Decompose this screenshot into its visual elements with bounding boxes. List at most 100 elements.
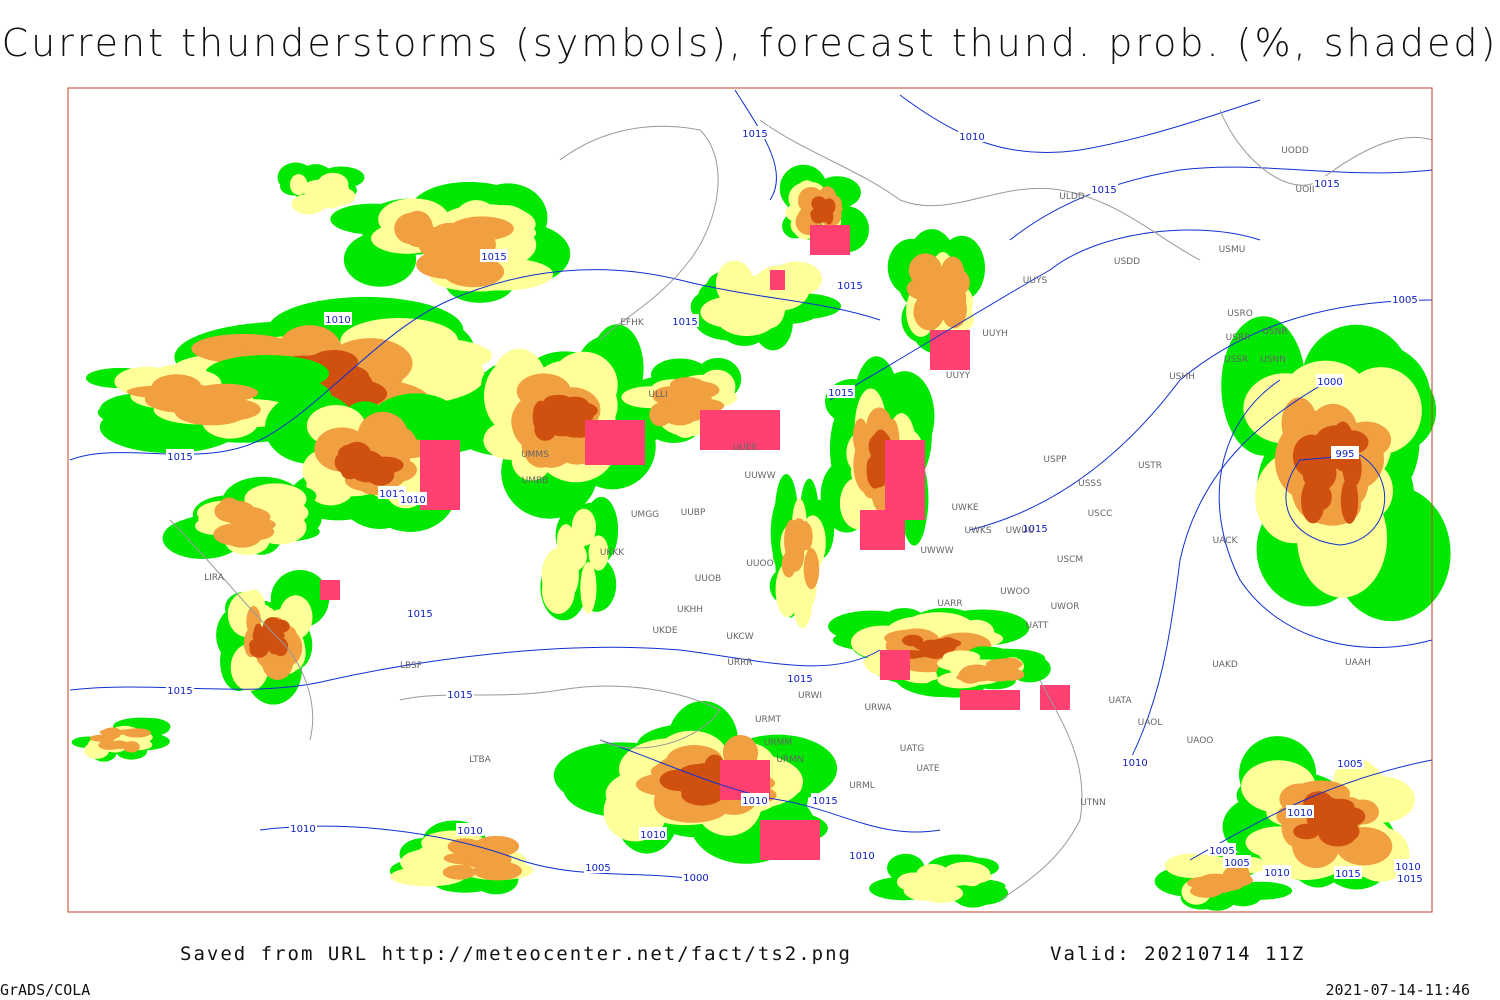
isobar-label-box xyxy=(1090,182,1118,195)
isobar-label: 1010 xyxy=(742,796,767,807)
isobar-label-box xyxy=(1208,843,1236,856)
isobar-label-box xyxy=(166,683,194,696)
storm-symbol-area xyxy=(860,510,905,550)
shade-patch xyxy=(825,201,832,214)
shade-patch xyxy=(149,382,211,398)
station-label: USTR xyxy=(1138,461,1162,471)
station-label: UWWW xyxy=(920,546,953,556)
station-label: USCC xyxy=(1088,509,1113,519)
isobar-label: 1005 xyxy=(1224,858,1249,869)
isobars xyxy=(69,89,1433,881)
shade-patch xyxy=(541,547,579,604)
isobar-label: 1010 xyxy=(379,489,404,500)
isobar-label-box xyxy=(682,870,710,883)
isobar-label: 1015 xyxy=(837,281,862,292)
coastline xyxy=(999,679,1083,901)
station-label: UUBP xyxy=(681,508,706,518)
map-area: 1015 101010151015101510151015101010151015… xyxy=(67,87,1451,913)
station-label: UWKE xyxy=(951,503,978,513)
shade-patch xyxy=(114,729,148,736)
isobar-label: 1000 xyxy=(683,873,708,884)
shade-patch xyxy=(805,548,817,570)
isobar-label-box xyxy=(166,449,194,462)
shade-patch xyxy=(919,644,935,657)
shade-patch xyxy=(442,864,476,880)
map-frame xyxy=(67,87,1433,913)
shade-patch xyxy=(1295,436,1333,463)
isobar-label-box xyxy=(1021,521,1049,534)
shade-patch xyxy=(677,769,717,798)
isobar-label: 1005 xyxy=(585,863,610,874)
station-label: USDD xyxy=(1114,257,1140,267)
map-labels: 1015 101010151015101510151015101010151015… xyxy=(166,126,1424,885)
shade-patch xyxy=(931,273,964,303)
isobar-label-box xyxy=(836,278,864,291)
station-label: UUYH xyxy=(982,329,1007,339)
shade-patch xyxy=(357,411,408,459)
shade-patch xyxy=(357,455,375,473)
isobar-label-box xyxy=(741,126,769,139)
shade-patch xyxy=(1230,881,1293,900)
station-label: LBSF xyxy=(400,661,422,671)
isobar-label-box xyxy=(671,314,699,327)
station-label: URMT xyxy=(755,715,782,725)
isobar-label: 1010 xyxy=(290,824,315,835)
isobar-label-box xyxy=(399,492,427,505)
shade-patch xyxy=(798,207,815,220)
station-label: USPP xyxy=(1043,455,1067,465)
station-label: USMU xyxy=(1219,245,1246,255)
isobar-label: 1015 xyxy=(812,796,837,807)
isobar xyxy=(259,825,701,881)
shade-patch xyxy=(228,506,270,530)
station-label: URWA xyxy=(864,703,892,713)
station-label: UUYS xyxy=(1023,276,1048,286)
shade-patch xyxy=(995,668,1025,681)
station-label: UAKD xyxy=(1212,660,1238,670)
isobar-label-box xyxy=(289,821,317,834)
isobar-label: 1010 xyxy=(1122,758,1147,769)
timestamp: 2021-07-14-11:46 xyxy=(1326,981,1471,999)
isobar-label: 1005 xyxy=(1337,759,1362,770)
isobar-label-box xyxy=(1316,374,1344,387)
station-label: UKKK xyxy=(600,548,625,558)
coastline xyxy=(169,519,314,741)
shade-patch xyxy=(952,881,994,908)
shade-patch xyxy=(866,453,884,489)
isobar-label: 1015 xyxy=(167,452,192,463)
shade-patch xyxy=(1340,476,1359,524)
coastline xyxy=(559,125,719,341)
isobar-label: 1015 xyxy=(828,388,853,399)
station-label: UOII xyxy=(1296,185,1315,195)
station-label: UAOO xyxy=(1187,736,1214,746)
isobar-label: 1010 xyxy=(959,132,984,143)
shade-patch xyxy=(985,658,1023,670)
shade-patch xyxy=(110,740,128,750)
probability-shading xyxy=(71,162,1451,911)
station-label: UWUU xyxy=(1006,526,1035,536)
isobar-label: 1015 xyxy=(1022,524,1047,535)
isobar-label-box xyxy=(1331,446,1359,459)
shade-patch xyxy=(715,293,779,337)
shade-patch xyxy=(340,463,359,480)
isobar-label-box xyxy=(639,827,667,840)
isobar-label: 1010 xyxy=(1395,862,1420,873)
shade-patch xyxy=(852,418,869,455)
isobar-label-box xyxy=(958,129,986,142)
isobar-label-box xyxy=(1263,865,1291,878)
station-label: USRO xyxy=(1227,309,1253,319)
storm-symbol-area xyxy=(810,225,850,255)
isobar xyxy=(69,646,881,691)
isobar xyxy=(1129,379,1331,761)
storm-symbol-area xyxy=(880,650,910,680)
storm-symbol-area xyxy=(320,580,340,600)
isobar-label-box xyxy=(1313,176,1341,189)
valid-time: Valid: 20210714 11Z xyxy=(1050,943,1305,965)
station-label: UUWW xyxy=(745,471,776,481)
shade-patch xyxy=(473,835,520,857)
shade-patch xyxy=(902,634,924,647)
shade-patch xyxy=(262,617,283,637)
shade-patch xyxy=(781,551,796,578)
shade-patch xyxy=(1204,884,1233,894)
storm-symbol-area xyxy=(700,410,780,450)
